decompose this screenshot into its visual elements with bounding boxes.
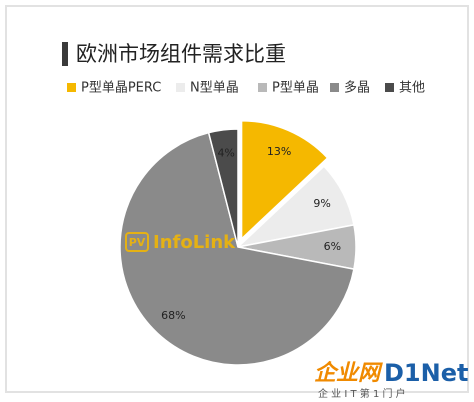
- legend-swatch: [67, 83, 76, 92]
- data-label: 9%: [313, 197, 330, 210]
- legend: P型单晶PERC N型单晶 P型单晶 多晶 其他: [67, 80, 425, 96]
- logo-box: [125, 232, 149, 252]
- legend-label: P型单晶PERC: [81, 81, 161, 96]
- pie-slice: [119, 131, 355, 366]
- legend-swatch: [330, 83, 339, 92]
- title-bar: [62, 42, 68, 66]
- site-en: D1Net: [384, 359, 468, 387]
- legend-label: N型单晶: [190, 81, 239, 96]
- watermark-infolink: PV InfoLink: [125, 232, 236, 253]
- pie-slice: [240, 119, 329, 241]
- chart-title: 欧洲市场组件需求比重: [76, 42, 286, 66]
- pie: 13% 9% 6% 68% 4%: [119, 119, 357, 366]
- watermark-d1net: 企业网 D1Net 企 业 I T 第 1 门 户: [314, 359, 468, 400]
- site-cn: 企业网: [314, 360, 383, 386]
- site-tagline: 企 业 I T 第 1 门 户: [318, 387, 406, 400]
- legend-swatch: [258, 83, 267, 92]
- data-label: 68%: [161, 309, 185, 322]
- data-label: 13%: [267, 145, 291, 158]
- data-label: 4%: [217, 146, 234, 159]
- data-label: 6%: [324, 240, 341, 253]
- legend-swatch: [176, 83, 185, 92]
- legend-label: 多晶: [344, 80, 370, 96]
- legend-swatch: [385, 83, 394, 92]
- pie-slice: [207, 128, 239, 248]
- logo-pv: PV: [129, 236, 146, 249]
- legend-label: P型单晶: [272, 81, 319, 96]
- legend-label: 其他: [399, 81, 425, 96]
- logo-name: InfoLink: [153, 232, 236, 253]
